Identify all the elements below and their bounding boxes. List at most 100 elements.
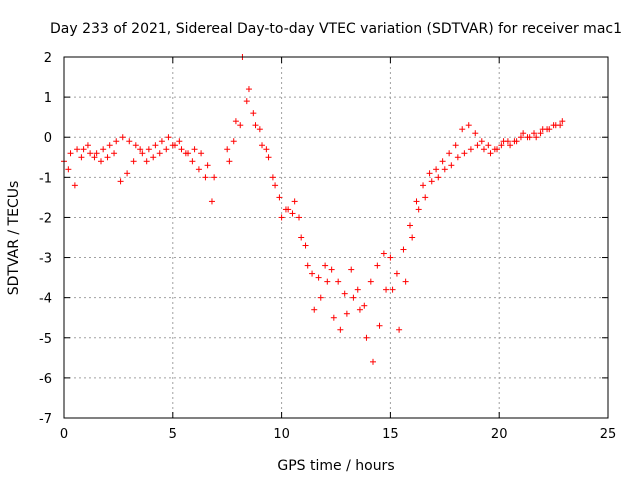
data-point	[80, 146, 87, 153]
data-point	[291, 198, 298, 205]
data-point	[498, 142, 505, 149]
x-tick-label: 15	[382, 427, 399, 442]
data-point	[494, 146, 501, 153]
data-point	[211, 174, 218, 181]
data-point	[500, 138, 507, 145]
data-point	[298, 234, 305, 241]
data-point	[104, 154, 111, 161]
data-point	[374, 262, 381, 269]
y-tick-label: -2	[39, 211, 52, 226]
data-point	[559, 118, 566, 125]
data-point	[226, 158, 233, 165]
data-point	[78, 154, 85, 161]
data-point	[113, 138, 120, 145]
data-point	[317, 294, 324, 301]
data-point	[452, 142, 459, 149]
data-point	[156, 150, 163, 157]
data-point	[259, 142, 266, 149]
data-point	[356, 306, 363, 313]
data-point	[150, 154, 157, 161]
y-tick-label: -4	[39, 292, 52, 307]
data-point	[335, 278, 342, 285]
data-point	[311, 306, 318, 313]
data-point	[195, 166, 202, 173]
data-point	[315, 274, 322, 281]
data-point	[97, 158, 104, 165]
data-point	[552, 122, 559, 129]
data-point	[202, 174, 209, 181]
data-point	[324, 278, 331, 285]
data-point	[322, 262, 329, 269]
data-point	[376, 322, 383, 329]
x-tick-label: 25	[600, 427, 617, 442]
data-point	[465, 122, 472, 129]
data-point	[439, 158, 446, 165]
data-point	[243, 98, 250, 105]
data-point	[198, 150, 205, 157]
data-point	[132, 142, 139, 149]
data-point	[413, 198, 420, 205]
data-point	[402, 278, 409, 285]
data-point	[420, 182, 427, 189]
data-point	[467, 146, 474, 153]
chart-title: Day 233 of 2021, Sidereal Day-to-day VTE…	[50, 21, 622, 37]
data-point	[383, 286, 390, 293]
data-point	[487, 150, 494, 157]
axis-ticks	[63, 56, 609, 419]
data-point	[389, 286, 396, 293]
data-point	[309, 270, 316, 277]
data-point	[507, 142, 514, 149]
data-point	[176, 138, 183, 145]
data-point	[361, 302, 368, 309]
data-point	[87, 150, 94, 157]
data-point	[409, 234, 416, 241]
data-point	[428, 178, 435, 185]
data-point	[350, 294, 357, 301]
data-point	[480, 146, 487, 153]
data-point	[269, 174, 276, 181]
data-point	[265, 154, 272, 161]
data-point	[106, 142, 113, 149]
data-point	[111, 150, 118, 157]
data-point	[343, 310, 350, 317]
data-point	[67, 150, 74, 157]
data-point	[446, 150, 453, 157]
data-point	[396, 326, 403, 333]
data-point	[485, 142, 492, 149]
data-point	[337, 326, 344, 333]
data-point	[459, 126, 466, 133]
data-point	[100, 146, 107, 153]
data-point	[163, 146, 170, 153]
data-point	[165, 134, 172, 141]
data-point	[341, 290, 348, 297]
data-point	[182, 150, 189, 157]
data-point	[124, 170, 131, 177]
data-point	[415, 206, 422, 213]
data-point	[191, 146, 198, 153]
data-point	[400, 246, 407, 253]
data-point	[520, 130, 527, 137]
data-point	[367, 278, 374, 285]
data-point	[289, 210, 296, 217]
data-point	[137, 146, 144, 153]
x-tick-label: 20	[491, 427, 508, 442]
data-point	[354, 286, 361, 293]
data-point	[208, 198, 215, 205]
data-point	[276, 194, 283, 201]
data-point	[65, 166, 72, 173]
data-point	[369, 358, 376, 365]
data-point	[245, 86, 252, 93]
data-point	[517, 134, 524, 141]
x-tick-label: 0	[60, 427, 68, 442]
y-tick-labels: 2 1 0 -1 -2 -3 -4 -5 -6 -7	[39, 51, 52, 427]
data-point	[93, 150, 100, 157]
data-point	[252, 122, 259, 129]
data-point	[237, 122, 244, 129]
data-point	[263, 146, 270, 153]
data-point	[441, 166, 448, 173]
y-tick-label: -5	[39, 332, 52, 347]
data-point	[139, 150, 146, 157]
grid-lines	[64, 57, 608, 418]
data-point	[178, 146, 185, 153]
